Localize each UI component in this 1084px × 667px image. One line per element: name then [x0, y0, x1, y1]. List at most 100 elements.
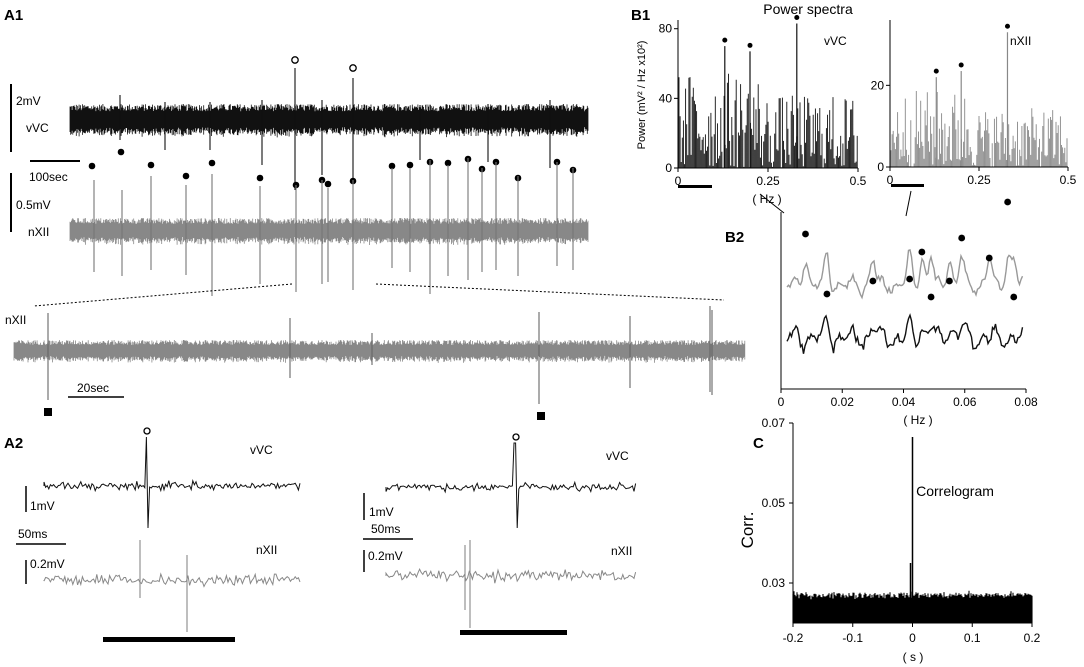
burst-dot	[324, 180, 332, 188]
a2-right-scale-1mv: 1mV	[369, 505, 394, 519]
burst-duration-bar	[460, 630, 567, 635]
vvc-trace-label: vVC	[26, 121, 49, 135]
spectrum-bars	[890, 91, 1068, 167]
a2-left-vvc-trace	[43, 436, 301, 529]
x-tick-label: 0.25	[967, 173, 991, 187]
b1-vvc-series-label: vVC	[824, 34, 847, 48]
a2-right-scale-02mv: 0.2mV	[368, 549, 403, 563]
a2-left-nxii-trace	[43, 540, 301, 632]
spectrum-line	[786, 313, 1024, 354]
a2-right-scale-50ms: 50ms	[371, 522, 400, 536]
peak-marker	[802, 230, 809, 238]
scale-label-100sec: 100sec	[29, 170, 68, 184]
y-tick-label: 0.05	[762, 496, 786, 510]
peak-marker	[946, 277, 953, 285]
peak-marker	[958, 234, 966, 242]
panel-label-b2: B2	[725, 229, 744, 246]
peak-marker	[927, 293, 935, 301]
c-xlabel: ( s )	[903, 650, 924, 664]
x-tick-label: 0.04	[892, 395, 916, 409]
panel-label-a2: A2	[4, 435, 23, 452]
burst-dot	[182, 172, 190, 180]
burst-duration-bar	[103, 637, 235, 642]
b1-nxii-spectrum: 0 0.25 0.5 0 20	[871, 20, 1077, 187]
peak-marker	[1010, 293, 1018, 301]
vvc-noise	[69, 104, 589, 138]
vvc-sweep	[385, 442, 637, 529]
y-tick-label: 0.03	[762, 576, 786, 590]
nxii-sweep	[43, 572, 301, 588]
a2-right-vvc-trace	[385, 442, 637, 529]
x-tick-label: 0.25	[756, 174, 780, 188]
peak-marker	[722, 37, 728, 43]
x-tick-label: 0.1	[964, 631, 981, 645]
x-tick-label: -0.1	[842, 631, 863, 645]
a2-left-vvc-label: vVC	[250, 443, 273, 457]
peak-marker	[958, 62, 964, 68]
x-tick-label: 0.5	[1060, 173, 1077, 187]
burst-dot	[406, 161, 414, 169]
zoom-noise	[13, 340, 746, 363]
burst-dot	[444, 159, 452, 167]
vvc-long-trace	[69, 68, 589, 190]
zoom-guide-right	[375, 283, 725, 301]
x-tick-label: 0	[675, 174, 682, 188]
open-circle-marker	[291, 56, 299, 64]
scale-label-2mv: 2mV	[16, 94, 41, 108]
nxii-noise	[69, 218, 589, 245]
peak-marker	[823, 290, 831, 298]
b2-zoom-guide	[905, 190, 912, 217]
a2-right-nxii-label: nXII	[611, 544, 632, 558]
y-tick-label: 80	[659, 22, 673, 36]
b1-title: Power spectra	[763, 1, 853, 17]
peak-marker	[1004, 23, 1010, 29]
a2-left-scale-1mv: 1mV	[30, 499, 55, 513]
y-tick-label: 40	[659, 91, 673, 105]
nxii-sweep	[385, 568, 637, 584]
x-tick-label: 0.5	[850, 174, 867, 188]
panel-label-b1: B1	[631, 7, 650, 24]
burst-markers	[88, 148, 577, 189]
scale-label-05mv: 0.5mV	[16, 198, 51, 212]
a2-right-nxii-trace	[385, 540, 637, 628]
x-tick-label: 0.08	[1014, 395, 1038, 409]
y-tick-label: 0	[665, 161, 672, 175]
peak-marker	[747, 42, 753, 48]
b1-zoom-range-bar	[678, 185, 712, 188]
a2-left-nxii-label: nXII	[256, 543, 277, 557]
burst-dot	[147, 161, 155, 169]
x-tick-label: 0	[909, 631, 916, 645]
b2-zoom-guide	[759, 193, 785, 214]
panel-label-c: C	[753, 435, 764, 452]
b1-zoom-range-bar	[891, 184, 924, 187]
square-marker	[537, 412, 545, 420]
open-circle-marker	[349, 64, 357, 72]
burst-dot	[208, 159, 216, 167]
a2-left-scale-50ms: 50ms	[18, 527, 47, 541]
correlogram: -0.2 -0.1 0 0.1 0.2 0.03 0.05 0.07	[762, 416, 1041, 645]
y-tick-label: 0.07	[762, 416, 786, 430]
peak-marker	[906, 275, 914, 283]
burst-dot	[117, 148, 125, 156]
b1-nxii-series-label: nXII	[1010, 34, 1031, 48]
x-tick-label: -0.2	[783, 631, 804, 645]
b1-vvc-spectrum: 0 0.25 0.5 0 40 80	[659, 14, 867, 188]
b2-spectrum-zoom: 0 0.02 0.04 0.06 0.08	[778, 198, 1038, 409]
peak-marker	[933, 68, 939, 74]
vvc-sweep	[43, 436, 301, 529]
peak-marker	[1004, 198, 1012, 206]
burst-dot	[256, 174, 264, 182]
burst-dot	[388, 162, 396, 170]
zoom-trace-label: nXII	[5, 313, 26, 327]
x-tick-label: 0	[778, 395, 785, 409]
y-tick-label: 20	[871, 78, 885, 92]
spectrum-line	[786, 248, 1024, 300]
a2-left-scale-02mv: 0.2mV	[30, 557, 65, 571]
a2-right-vvc-label: vVC	[606, 449, 629, 463]
nxii-zoom-trace	[13, 306, 746, 404]
peak-marker	[794, 14, 800, 20]
y-tick-label: 0	[877, 160, 884, 174]
square-marker	[44, 408, 52, 416]
peak-marker	[985, 254, 993, 262]
